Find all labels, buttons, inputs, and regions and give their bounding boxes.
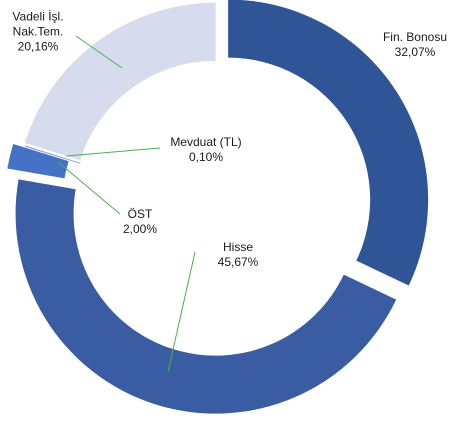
leader-line	[57, 161, 121, 215]
category-label: Fin. Bonosu	[382, 30, 448, 44]
data-label: Fin. Bonosu 32,07%	[375, 30, 450, 60]
value-label: 0,10%	[188, 150, 224, 164]
value-label: 45,67%	[217, 255, 259, 269]
leader-line	[167, 251, 196, 373]
value-label: 32,07%	[394, 45, 436, 59]
value-label: 2,00%	[122, 222, 158, 236]
data-label: Hisse 45,67%	[208, 240, 268, 270]
category-label: Hisse	[222, 240, 253, 254]
slices	[7, 0, 429, 414]
donut-slice	[24, 145, 81, 164]
data-label: ÖST 2,00%	[115, 207, 165, 237]
donut-slice	[7, 144, 69, 179]
value-label: 20,16%	[17, 39, 59, 54]
category-label: ÖST	[127, 207, 153, 221]
data-label: Mevduat (TL) 0,10%	[161, 135, 251, 165]
category-label: Vadeli İşl. Nak.Tem.	[12, 9, 64, 39]
donut-slice	[15, 179, 397, 414]
data-label: Vadeli İşl. Nak.Tem. 20,16%	[0, 10, 78, 55]
category-label: Mevduat (TL)	[170, 135, 242, 149]
leader-line	[65, 147, 161, 157]
donut-slice	[228, 0, 429, 286]
leader-line	[75, 35, 123, 69]
donut-slice	[24, 2, 216, 161]
